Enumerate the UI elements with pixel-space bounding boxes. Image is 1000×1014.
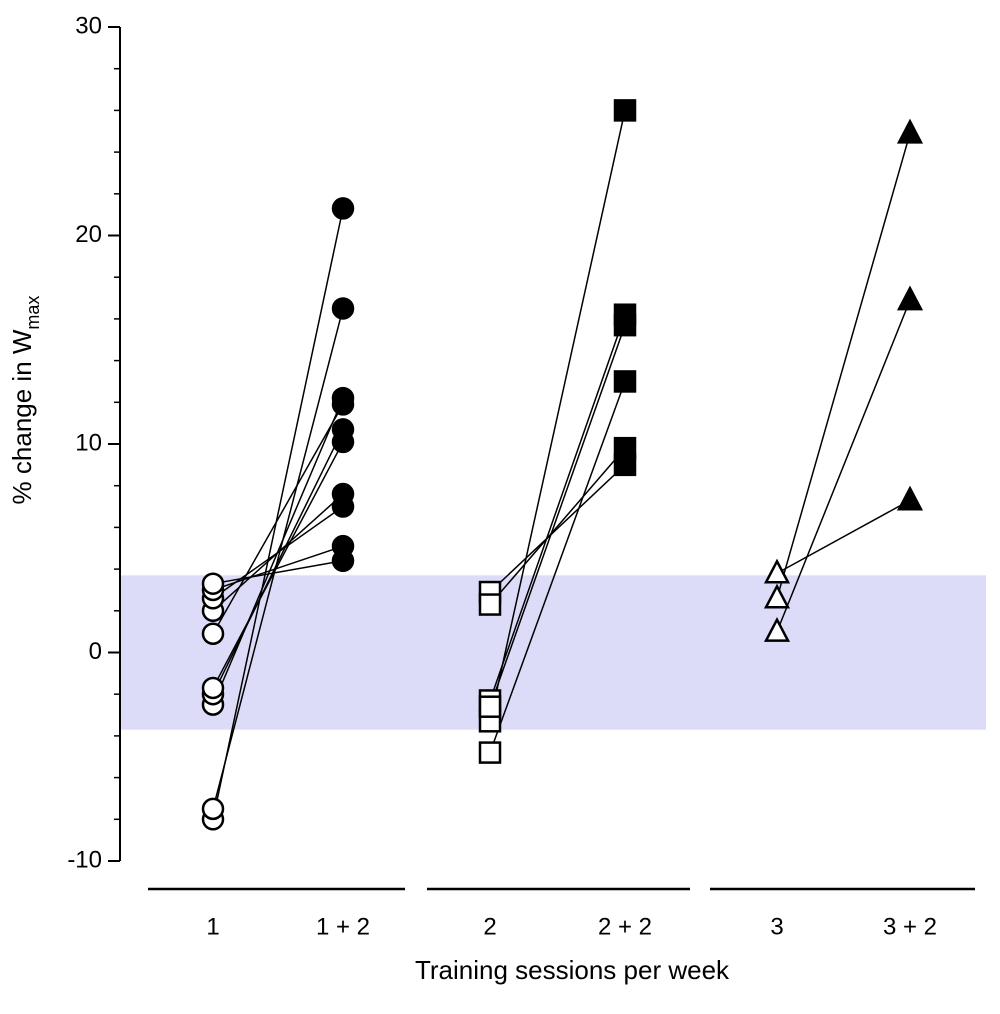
marker	[331, 393, 355, 416]
marker	[478, 695, 502, 718]
pair-line	[212, 397, 344, 705]
pair-line	[489, 324, 626, 707]
marker	[478, 741, 502, 764]
pair-line	[212, 308, 344, 810]
x-tick-label: 2	[483, 913, 496, 940]
marker	[331, 549, 355, 573]
x-tick-label: 1	[206, 913, 219, 940]
pair-line	[212, 404, 344, 635]
x-tick-label: 2 + 2	[598, 913, 652, 940]
marker	[201, 622, 225, 645]
marker	[896, 118, 924, 144]
marker	[331, 430, 355, 454]
y-tick-label: 10	[75, 429, 102, 456]
marker	[201, 797, 225, 821]
marker	[331, 297, 355, 320]
pair-line	[489, 110, 626, 722]
marker	[613, 370, 637, 393]
marker	[613, 99, 637, 122]
x-axis-title: Training sessions per week	[415, 955, 730, 985]
marker	[478, 593, 502, 616]
pair-line	[776, 499, 911, 574]
pair-line	[489, 464, 626, 593]
y-tick-label: -10	[67, 846, 102, 873]
pair-line	[212, 208, 344, 820]
x-tick-label: 3	[770, 913, 783, 940]
pair-line	[212, 545, 344, 591]
marker	[201, 572, 225, 595]
marker	[896, 285, 924, 311]
y-tick-label: 0	[89, 638, 102, 665]
y-tick-label: 30	[75, 12, 102, 39]
marker	[763, 558, 791, 584]
pair-line	[489, 381, 626, 753]
pair-line	[489, 314, 626, 701]
pair-line	[776, 299, 911, 632]
y-axis-title-sub: max	[23, 296, 43, 330]
marker	[613, 313, 637, 337]
marker	[896, 485, 924, 511]
marker	[201, 676, 225, 700]
pair-line	[776, 133, 911, 599]
marker	[763, 583, 791, 609]
y-axis-title-main: % change in W	[7, 329, 37, 504]
marker	[331, 495, 355, 518]
pair-line	[212, 429, 344, 695]
y-tick-label: 20	[75, 221, 102, 248]
pair-line	[212, 441, 344, 689]
marker	[763, 616, 791, 642]
pair-line	[212, 560, 344, 585]
y-axis-title: % change in Wmax	[7, 296, 43, 505]
marker	[331, 197, 355, 220]
marker	[613, 436, 637, 460]
x-tick-label: 1 + 2	[316, 913, 370, 940]
pair-line	[489, 447, 626, 606]
x-tick-label: 3 + 2	[883, 913, 937, 940]
reference-band	[120, 575, 986, 730]
